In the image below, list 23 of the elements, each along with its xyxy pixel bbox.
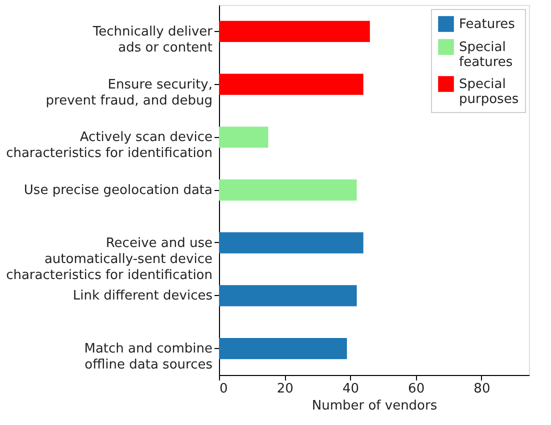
y-tick-label: Link different devices bbox=[72, 288, 213, 304]
y-tick-label: Match and combine offline data sources bbox=[84, 342, 213, 373]
x-tick-label: 60 bbox=[408, 382, 425, 396]
bar bbox=[219, 126, 268, 148]
bar bbox=[219, 179, 357, 201]
bar bbox=[219, 338, 347, 360]
y-tick-label: Technically deliver ads or content bbox=[92, 24, 214, 56]
y-tick-label: Use precise geolocation data bbox=[24, 183, 212, 198]
legend-label: Special purposes bbox=[459, 77, 519, 107]
x-tick-label: 0 bbox=[220, 382, 228, 396]
y-tick-label: Ensure security, prevent fraud, and debug bbox=[46, 77, 212, 108]
y-tick-label: Actively scan device characteristics for identification bbox=[6, 130, 212, 162]
bar bbox=[219, 285, 357, 306]
x-tick-label: 80 bbox=[474, 382, 490, 396]
legend-label: Features bbox=[459, 17, 516, 32]
bar bbox=[219, 74, 364, 95]
bar bbox=[219, 232, 364, 254]
y-tick-label: Receive and use automatically-sent device characteristics for identification bbox=[6, 236, 212, 283]
bar bbox=[219, 20, 370, 42]
x-axis-title: Number of vendors bbox=[312, 398, 438, 414]
legend-label: Special features bbox=[459, 40, 513, 70]
x-tick-label: 40 bbox=[342, 382, 359, 396]
x-tick-label: 20 bbox=[276, 382, 294, 396]
